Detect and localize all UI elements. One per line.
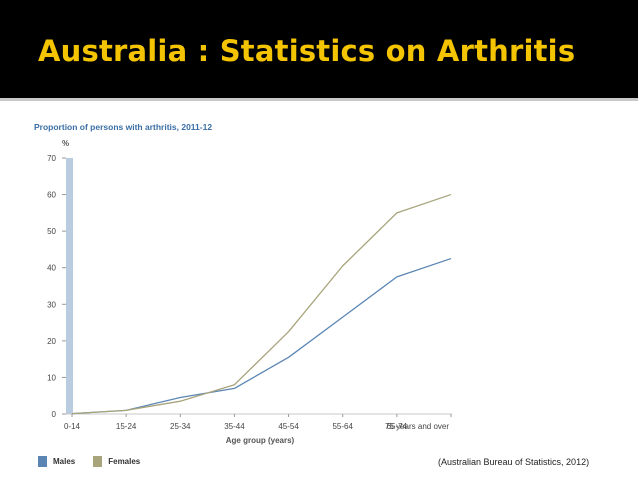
x-tick-label: 0-14	[64, 422, 81, 431]
x-tick-label: 65-74	[387, 422, 408, 431]
y-tick-label: 60	[47, 191, 56, 200]
y-axis-label: %	[62, 139, 69, 148]
legend-label-males: Males	[53, 457, 76, 466]
x-tick-label: 15-24	[116, 422, 137, 431]
legend-item-males: Males	[38, 456, 75, 467]
legend-swatch-females	[93, 456, 103, 467]
y-tick-label: 0	[52, 410, 57, 419]
chart-legend: Males Females	[38, 456, 158, 467]
y-axis-band	[66, 158, 73, 414]
legend-swatch-males	[38, 456, 47, 467]
chart-title: Proportion of persons with arthritis, 20…	[34, 122, 213, 132]
x-tick-label: 75 years and over	[385, 422, 449, 431]
y-tick-label: 40	[47, 264, 56, 273]
series-line-females	[71, 193, 452, 415]
x-tick-label: 35-44	[224, 422, 245, 431]
x-tick-label: 25-34	[170, 422, 191, 431]
x-tick-label: 45-54	[278, 422, 299, 431]
series-line-males	[71, 257, 452, 415]
x-axis-label: Age group (years)	[226, 436, 295, 445]
y-tick-label: 20	[47, 337, 56, 346]
legend-item-females: Females	[93, 456, 140, 467]
y-tick-label: 50	[47, 227, 56, 236]
y-tick-label: 10	[47, 373, 56, 382]
legend-label-females: Females	[108, 457, 141, 466]
y-tick-label: 70	[47, 154, 56, 163]
x-tick-label: 55-64	[332, 422, 353, 431]
slide-title: Australia : Statistics on Arthritis	[38, 34, 576, 68]
y-tick-label: 30	[47, 300, 56, 309]
source-citation: (Australian Bureau of Statistics, 2012)	[438, 457, 590, 467]
title-bar: Australia : Statistics on Arthritis	[0, 0, 638, 101]
